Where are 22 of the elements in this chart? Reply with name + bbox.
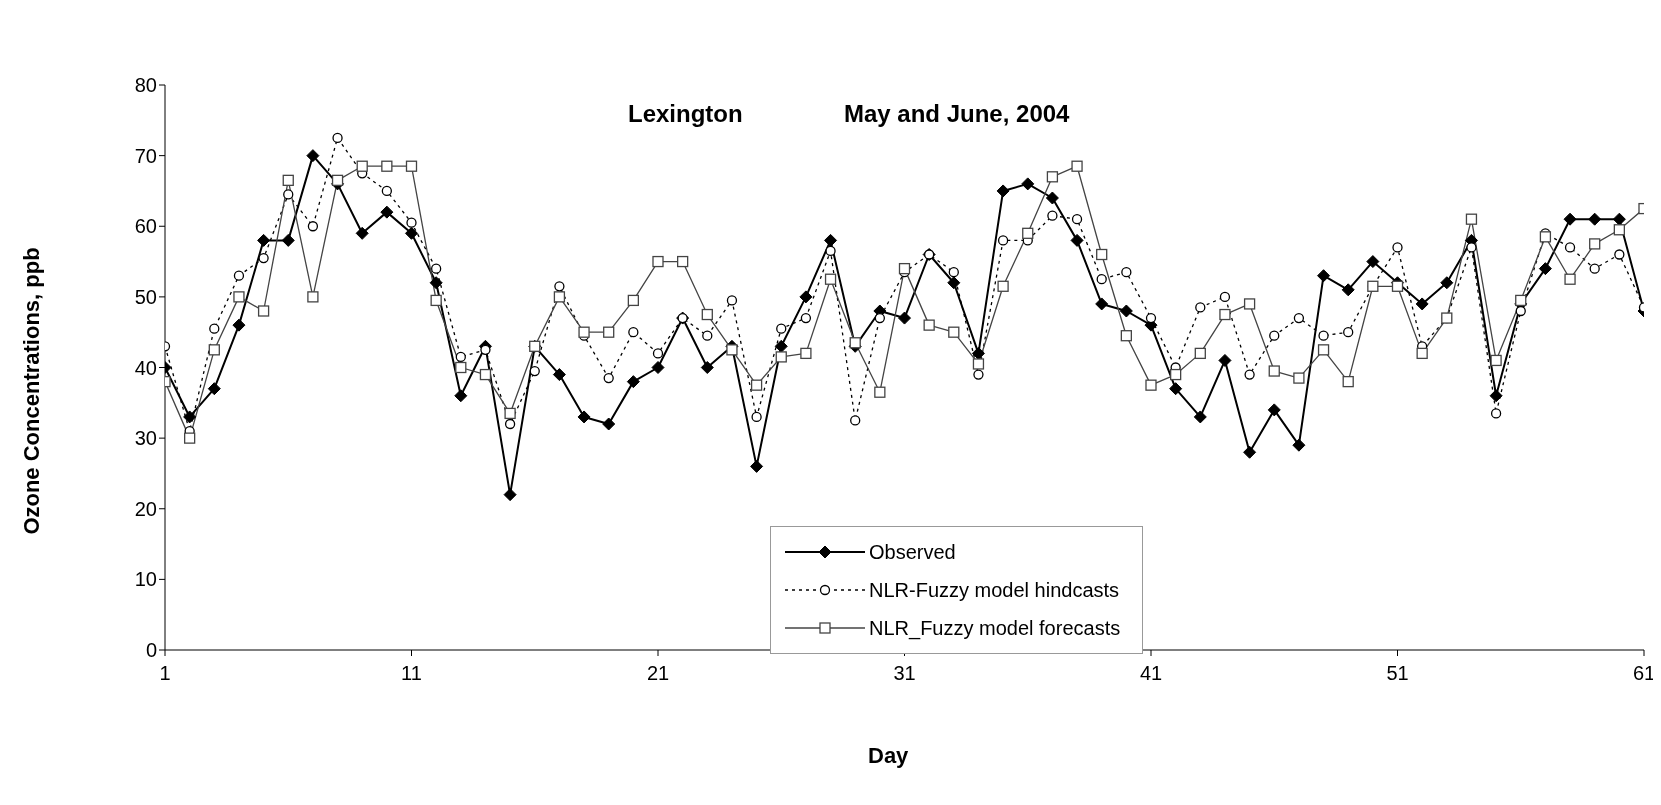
y-tick-label: 20	[134, 497, 157, 520]
y-tick-label: 50	[134, 285, 157, 308]
x-tick-label: 41	[1139, 662, 1163, 685]
x-tick-label: 31	[893, 662, 916, 685]
text: May and June, 2004	[844, 100, 1070, 128]
x-tick-label: 21	[646, 662, 670, 685]
x-axis-title: Day	[868, 743, 909, 769]
x-tick-label: 11	[401, 662, 422, 685]
legend-label: NLR_Fuzzy model forecasts	[869, 616, 1121, 640]
x-tick-label: 51	[1386, 662, 1409, 685]
y-tick-label: 0	[145, 639, 157, 662]
y-tick-label: 70	[134, 144, 157, 167]
y-tick-label: 30	[134, 427, 157, 450]
y-tick-label: 10	[134, 568, 157, 591]
y-axis-title: Ozone Concentrations, ppb	[19, 247, 45, 535]
legend-label: Observed	[869, 540, 956, 564]
x-tick-label: 1	[159, 662, 171, 685]
y-tick-label: 40	[134, 356, 157, 379]
y-tick-label: 80	[134, 74, 157, 97]
y-tick-label: 60	[134, 215, 157, 238]
legend-label: NLR-Fuzzy model hindcasts	[869, 578, 1120, 602]
text: Lexington	[628, 100, 743, 128]
